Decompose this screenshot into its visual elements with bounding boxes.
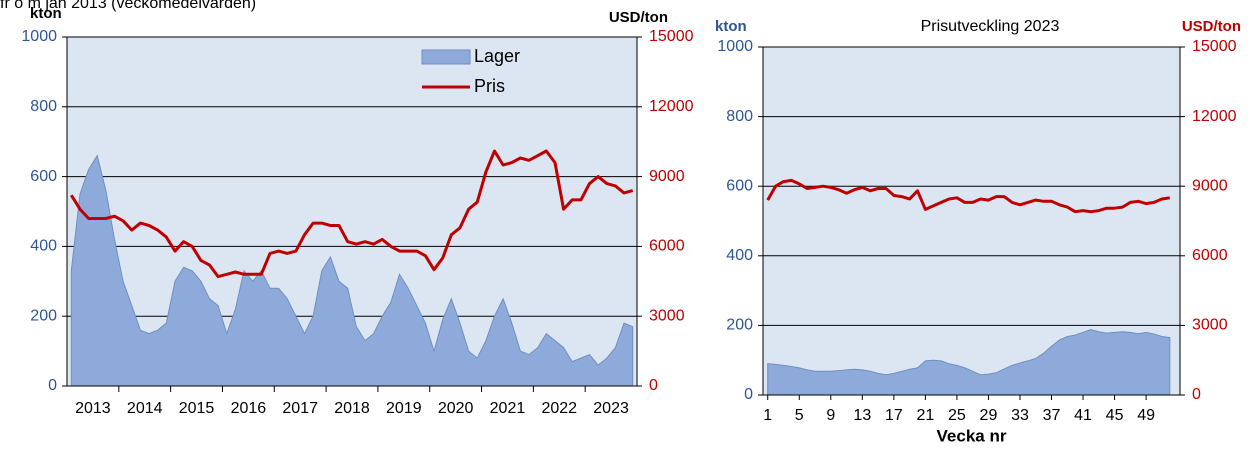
y2-tick-label: 0 [1192, 386, 1201, 403]
x-tick-label: 21 [916, 407, 934, 424]
y-tick-label: 400 [726, 247, 753, 264]
x-tick-label: 1 [763, 407, 772, 424]
x-tick-label: 13 [853, 407, 871, 424]
x-tick-label: 9 [826, 407, 835, 424]
y2-tick-label: 12000 [1192, 108, 1237, 125]
y2-tick-label: 15000 [1192, 38, 1237, 55]
x-tick-label: 29 [980, 407, 998, 424]
x-tick-label: 17 [885, 407, 903, 424]
y-tick-label: 800 [30, 98, 57, 115]
x-axis-label: Vecka nr [937, 426, 1007, 445]
y2-tick-label: 9000 [1192, 177, 1228, 194]
x-tick-label: 2022 [541, 400, 577, 417]
legend-label: Lager [474, 46, 520, 66]
x-tick-label: 2023 [593, 400, 629, 417]
y-axis-label: kton [715, 18, 747, 35]
y2-tick-label: 6000 [649, 238, 685, 255]
y2-axis-label: USD/ton [1182, 18, 1241, 35]
x-tick-label: 2021 [490, 400, 526, 417]
y-tick-label: 1000 [21, 28, 57, 45]
x-tick-label: 2015 [179, 400, 215, 417]
x-tick-label: 41 [1074, 407, 1092, 424]
x-tick-label: 37 [1043, 407, 1061, 424]
area [767, 329, 1171, 396]
y-axis-label: kton [30, 5, 62, 22]
y-tick-label: 800 [726, 108, 753, 125]
chart-title: Prisutveckling 2023 [921, 18, 1060, 35]
chart-subtitle: fr o m jan 2013 (veckomedelvärden) [0, 0, 256, 12]
y-tick-label: 400 [30, 238, 57, 255]
x-tick-label: 45 [1106, 407, 1124, 424]
line [70, 149, 634, 279]
y-tick-label: 600 [30, 168, 57, 185]
y-tick-label: 200 [726, 317, 753, 334]
x-tick-label: 2013 [75, 400, 111, 417]
x-tick-label: 2019 [386, 400, 422, 417]
line [766, 178, 1171, 214]
y2-axis-label: USD/ton [609, 9, 668, 26]
x-tick-label: 2016 [231, 400, 267, 417]
x-tick-label: 2018 [334, 400, 370, 417]
y2-tick-label: 3000 [1192, 317, 1228, 334]
y-tick-label: 0 [744, 386, 753, 403]
y2-tick-label: 6000 [1192, 247, 1228, 264]
legend-swatch [421, 49, 471, 65]
y2-tick-label: 9000 [649, 168, 685, 185]
x-tick-label: 2020 [438, 400, 474, 417]
area [70, 154, 634, 387]
y-tick-label: 0 [48, 377, 57, 394]
y-tick-label: 600 [726, 177, 753, 194]
x-tick-label: 33 [1011, 407, 1029, 424]
x-tick-label: 5 [795, 407, 804, 424]
y-tick-label: 200 [30, 307, 57, 324]
x-tick-label: 2017 [282, 400, 318, 417]
y-tick-label: 1000 [717, 38, 753, 55]
x-tick-label: 25 [948, 407, 966, 424]
legend-label: Pris [474, 76, 505, 96]
y2-tick-label: 12000 [649, 98, 694, 115]
x-tick-label: 2014 [127, 400, 163, 417]
x-tick-label: 49 [1137, 407, 1155, 424]
y2-tick-label: 3000 [649, 307, 685, 324]
y2-tick-label: 15000 [649, 28, 694, 45]
y2-tick-label: 0 [649, 377, 658, 394]
